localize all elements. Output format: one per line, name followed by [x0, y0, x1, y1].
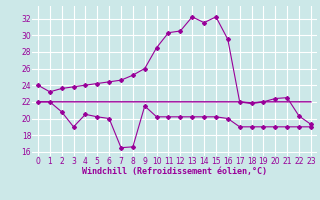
X-axis label: Windchill (Refroidissement éolien,°C): Windchill (Refroidissement éolien,°C): [82, 167, 267, 176]
